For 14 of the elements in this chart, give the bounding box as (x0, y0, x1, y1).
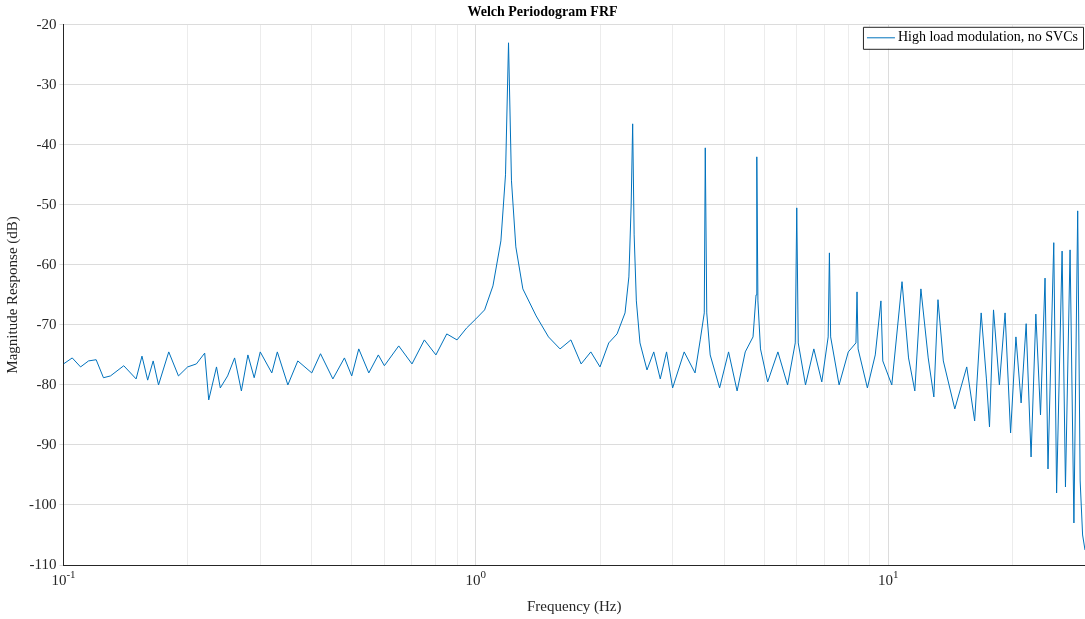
y-tick-label: -80 (36, 375, 57, 392)
legend-label: High load modulation, no SVCs (897, 29, 1078, 45)
y-tick-label: -50 (36, 195, 57, 212)
y-tick-label: -60 (36, 255, 57, 272)
y-tick-label: -70 (36, 315, 57, 332)
y-tick-label: -90 (36, 435, 57, 452)
y-axis-title: Magnitude Response (dB) (3, 216, 21, 374)
y-tick-label: -20 (36, 15, 57, 32)
chart-title: Welch Periodogram FRF (467, 4, 618, 20)
y-tick-label: -30 (36, 75, 57, 92)
y-tick-label: -100 (29, 495, 57, 512)
x-axis-title: Frequency (Hz) (526, 598, 622, 615)
y-tick-label: -110 (29, 555, 57, 572)
y-tick-label: -40 (36, 135, 57, 152)
